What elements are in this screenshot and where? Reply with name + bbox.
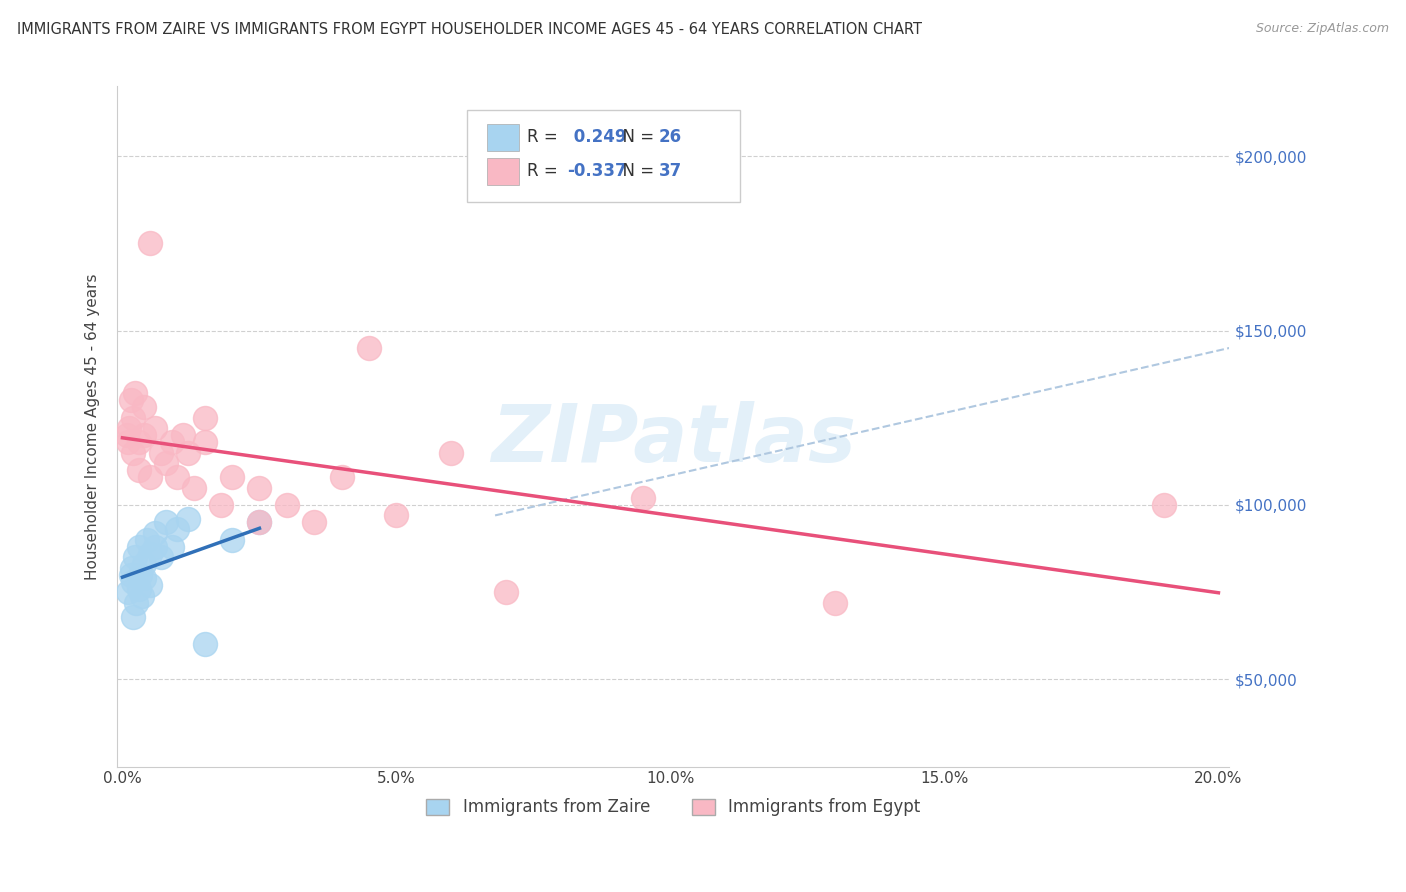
Point (177, 512, 200, 526)
Text: R =: R = (527, 162, 564, 180)
Text: -0.337: -0.337 (568, 162, 627, 180)
Point (128, 582, 150, 596)
Point (139, 470, 162, 484)
Point (172, 428, 194, 442)
Point (124, 386, 146, 401)
Point (631, 491, 654, 505)
Point (155, 516, 177, 530)
Point (357, 341, 380, 355)
FancyBboxPatch shape (488, 124, 519, 151)
Point (139, 236, 162, 251)
Point (115, 428, 138, 442)
Point (440, 445, 463, 459)
Point (125, 596, 148, 610)
Point (122, 445, 145, 459)
Point (128, 463, 150, 477)
Point (120, 567, 142, 582)
Text: 0.249: 0.249 (568, 128, 626, 146)
Point (134, 428, 156, 442)
Text: ZIPatlas: ZIPatlas (491, 401, 856, 479)
Point (330, 470, 353, 484)
Point (177, 445, 200, 459)
Point (160, 540, 183, 554)
Point (304, 516, 326, 530)
Point (160, 435, 183, 450)
Point (824, 596, 846, 610)
Text: N =: N = (612, 128, 659, 146)
Point (209, 498, 232, 512)
Point (221, 533, 243, 547)
Point (249, 516, 271, 530)
Point (120, 393, 142, 408)
Y-axis label: Householder Income Ages 45 - 64 years: Householder Income Ages 45 - 64 years (86, 273, 100, 580)
Point (143, 540, 166, 554)
Text: N =: N = (612, 162, 659, 180)
Point (149, 445, 172, 459)
Point (149, 550, 172, 565)
Point (139, 547, 162, 561)
Point (122, 609, 145, 624)
Text: 26: 26 (659, 128, 682, 146)
Point (131, 589, 153, 603)
FancyBboxPatch shape (467, 111, 740, 202)
Point (117, 435, 139, 450)
Point (136, 533, 159, 547)
Point (128, 540, 150, 554)
Point (1153, 498, 1175, 512)
Point (128, 435, 150, 450)
Point (122, 410, 145, 425)
Text: R =: R = (527, 128, 564, 146)
Point (194, 638, 217, 652)
Point (155, 456, 177, 470)
Text: IMMIGRANTS FROM ZAIRE VS IMMIGRANTS FROM EGYPT HOUSEHOLDER INCOME AGES 45 - 64 Y: IMMIGRANTS FROM ZAIRE VS IMMIGRANTS FROM… (17, 22, 922, 37)
Point (221, 470, 243, 484)
Point (124, 550, 146, 565)
Point (122, 574, 145, 589)
Point (385, 508, 408, 523)
Point (249, 516, 271, 530)
Point (117, 585, 139, 599)
Point (166, 470, 188, 484)
Point (118, 421, 141, 435)
Point (143, 421, 166, 435)
Point (134, 558, 156, 572)
Point (495, 585, 517, 599)
Point (249, 481, 271, 495)
Point (194, 435, 217, 450)
Point (129, 567, 152, 582)
Point (121, 560, 143, 574)
Point (134, 571, 156, 585)
Point (194, 410, 217, 425)
Point (134, 401, 156, 415)
Text: 37: 37 (659, 162, 682, 180)
Point (139, 578, 162, 592)
Point (276, 498, 298, 512)
Point (166, 522, 188, 536)
Text: Source: ZipAtlas.com: Source: ZipAtlas.com (1256, 22, 1389, 36)
Legend: Immigrants from Zaire, Immigrants from Egypt: Immigrants from Zaire, Immigrants from E… (419, 791, 927, 822)
Point (143, 525, 166, 540)
Point (183, 481, 205, 495)
FancyBboxPatch shape (488, 158, 519, 185)
